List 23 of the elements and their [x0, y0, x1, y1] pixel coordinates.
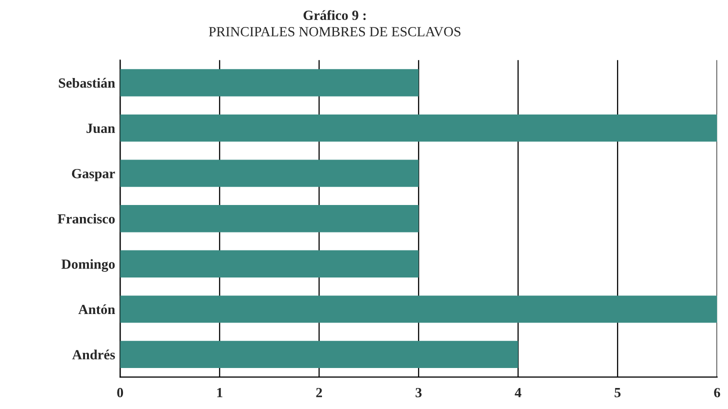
y-tick-label: Gaspar: [72, 168, 115, 182]
x-tick-label: 4: [514, 388, 522, 398]
x-tick-label: 6: [714, 388, 720, 398]
y-tick-label: Antón: [78, 304, 116, 314]
y-tick-label: Juan: [86, 124, 116, 134]
y-tick-label: Francisco: [58, 214, 115, 224]
x-tick-label: 0: [117, 388, 124, 398]
bar: [120, 296, 718, 323]
bar: [120, 69, 419, 96]
bar: [120, 340, 518, 368]
bar: [120, 160, 419, 187]
y-tick-label: Andrés: [72, 350, 115, 360]
y-tick-label: Domingo: [61, 259, 115, 272]
x-tick-label: 2: [316, 388, 322, 398]
x-tick-label: 3: [416, 388, 422, 398]
x-tick-label: 1: [217, 388, 222, 398]
chart-title: Gráfico 9 :: [304, 10, 366, 20]
bar: [120, 114, 718, 142]
chart-subtitle: PRINCIPALES NOMBRES DE ESCLAVOS: [208, 27, 460, 36]
x-tick-label: 5: [614, 388, 621, 398]
y-tick-label: Sebastián: [58, 78, 116, 88]
bar: [120, 205, 419, 232]
bar: [120, 250, 419, 278]
